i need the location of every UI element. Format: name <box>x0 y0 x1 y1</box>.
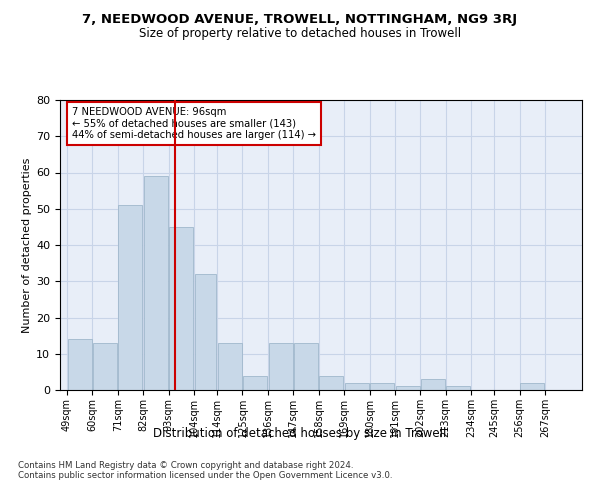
Bar <box>395 386 419 390</box>
Text: 7, NEEDWOOD AVENUE, TROWELL, NOTTINGHAM, NG9 3RJ: 7, NEEDWOOD AVENUE, TROWELL, NOTTINGHAM,… <box>82 12 518 26</box>
Text: 7 NEEDWOOD AVENUE: 96sqm
← 55% of detached houses are smaller (143)
44% of semi-: 7 NEEDWOOD AVENUE: 96sqm ← 55% of detach… <box>71 108 316 140</box>
Text: Contains HM Land Registry data © Crown copyright and database right 2024.
Contai: Contains HM Land Registry data © Crown c… <box>18 460 392 480</box>
Bar <box>370 383 394 390</box>
Bar <box>194 274 217 390</box>
Bar <box>218 343 242 390</box>
Bar <box>169 227 193 390</box>
Bar <box>319 376 343 390</box>
Bar <box>520 383 544 390</box>
Bar <box>269 343 293 390</box>
Bar <box>93 343 117 390</box>
Bar <box>294 343 318 390</box>
Bar <box>118 205 142 390</box>
Y-axis label: Number of detached properties: Number of detached properties <box>22 158 32 332</box>
Bar <box>345 383 369 390</box>
Text: Distribution of detached houses by size in Trowell: Distribution of detached houses by size … <box>154 428 446 440</box>
Bar <box>243 376 267 390</box>
Bar <box>144 176 168 390</box>
Bar <box>446 386 470 390</box>
Bar <box>68 339 92 390</box>
Text: Size of property relative to detached houses in Trowell: Size of property relative to detached ho… <box>139 28 461 40</box>
Bar <box>421 379 445 390</box>
